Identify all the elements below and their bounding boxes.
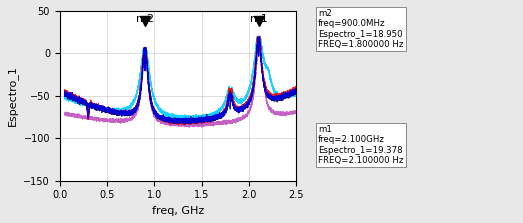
Text: m2
freq=900.0MHz
Espectro_1=18.950
FREQ=1.800000 Hz: m2 freq=900.0MHz Espectro_1=18.950 FREQ=… (318, 9, 403, 49)
Text: m1
freq=2.100GHz
Espectro_1=19.378
FREQ=2.100000 Hz: m1 freq=2.100GHz Espectro_1=19.378 FREQ=… (318, 125, 403, 165)
Text: m2: m2 (136, 14, 154, 24)
Text: m1: m1 (249, 14, 268, 24)
X-axis label: freq, GHz: freq, GHz (152, 206, 204, 216)
Y-axis label: Espectro_1: Espectro_1 (7, 65, 18, 126)
